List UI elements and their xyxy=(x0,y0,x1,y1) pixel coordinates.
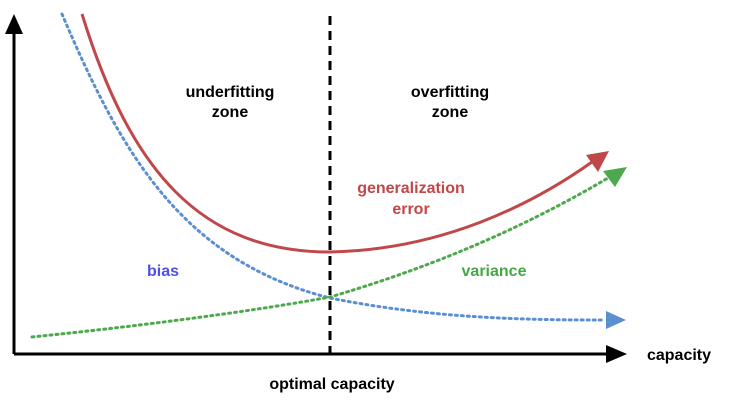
variance-arrowhead xyxy=(603,167,627,187)
bias-arrowhead xyxy=(606,311,626,329)
underfitting-zone-label-line2: zone xyxy=(212,104,249,121)
underfitting-zone-label-line1: underfitting xyxy=(186,84,275,101)
x-axis-label: capacity xyxy=(647,347,711,364)
variance-curve xyxy=(30,176,610,339)
y-axis-arrowhead xyxy=(5,14,23,34)
x-axis-arrowhead xyxy=(606,345,627,363)
generalization-error-arrowhead xyxy=(586,151,609,172)
bias-curve xyxy=(60,12,607,322)
overfitting-zone-label-line2: zone xyxy=(432,104,469,121)
generalization-error-label-line2: error xyxy=(392,201,429,218)
variance-label: variance xyxy=(462,263,527,280)
generalization-error-curve xyxy=(80,13,593,254)
generalization-error-label-line1: generalization xyxy=(357,180,465,197)
overfitting-zone-label-line1: overfitting xyxy=(411,84,489,101)
optimal-capacity-label: optimal capacity xyxy=(269,376,394,393)
bias-label: bias xyxy=(147,263,179,280)
